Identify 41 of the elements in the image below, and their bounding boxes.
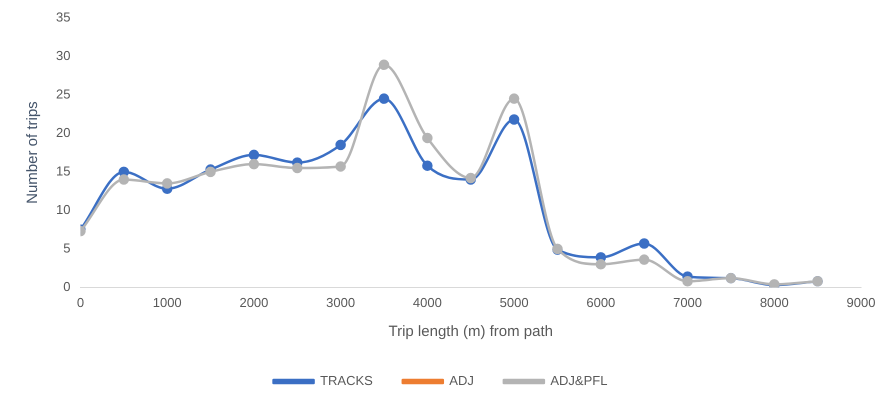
x-tick-label: 4000 [412, 294, 442, 310]
x-tick-label: 8000 [760, 294, 789, 310]
legend-label: ADJ [449, 373, 474, 388]
y-tick-label: 5 [63, 240, 70, 256]
point [638, 238, 650, 249]
x-tick-label: 7000 [673, 294, 702, 310]
x-axis-title: Trip length (m) from path [388, 323, 553, 340]
point [162, 178, 172, 189]
x-tick-label: 2000 [239, 294, 268, 310]
y-axis-title: Number of trips [24, 101, 42, 204]
point [508, 93, 520, 104]
x-tick-label: 5000 [500, 294, 529, 310]
point [335, 161, 346, 172]
y-tick-label: 0 [63, 278, 70, 294]
point [422, 160, 433, 171]
y-tick-label: 15 [56, 163, 70, 178]
x-tick-label: 3000 [326, 294, 356, 310]
point [682, 276, 693, 286]
point [508, 114, 520, 125]
y-tick-label: 25 [56, 86, 70, 102]
legend-label: TRACKS [320, 373, 374, 388]
point [638, 254, 650, 265]
point [248, 150, 260, 160]
y-tick-label: 20 [56, 124, 70, 140]
point [378, 93, 390, 104]
point [118, 174, 130, 185]
y-tick-label: 10 [56, 202, 70, 217]
point [596, 259, 606, 270]
x-tick-label: 6000 [586, 294, 616, 310]
point [335, 140, 346, 150]
y-tick-label: 30 [56, 48, 70, 63]
point [422, 132, 433, 144]
point [378, 60, 390, 70]
legend-label: ADJ&PFL [550, 373, 608, 388]
y-tick-label: 35 [56, 9, 70, 24]
x-tick-label: 0 [76, 294, 84, 310]
point [205, 166, 216, 178]
x-tick-label: 1000 [152, 294, 182, 310]
point [292, 162, 303, 174]
point [248, 158, 260, 170]
x-tick-label: 9000 [846, 294, 876, 310]
